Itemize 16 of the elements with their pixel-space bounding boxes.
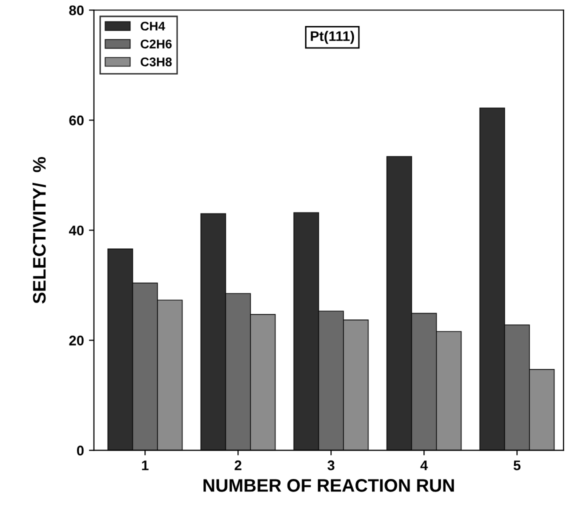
y-tick-label: 20 — [69, 336, 84, 346]
x-tick-label: 4 — [420, 460, 428, 470]
y-tick-label: 60 — [69, 116, 84, 126]
y-tick-label: 40 — [68, 226, 84, 236]
y-tick-label: 0 — [77, 446, 84, 456]
legend-label: CH4 — [140, 22, 166, 31]
x-tick-label: 5 — [514, 460, 520, 470]
legend-label: C2H6 — [140, 40, 172, 48]
y-tick-label: 80 — [69, 5, 84, 16]
x-tick-label: 2 — [234, 460, 242, 470]
annotation: Pt(111) — [310, 30, 354, 44]
x-axis-title: NUMBER OF REACTION RUN — [204, 479, 454, 492]
x-tick-label: 1 — [142, 460, 149, 470]
y-axis-title: SELECTIVITY/ % — [32, 156, 46, 304]
legend-label: C3H8 — [140, 58, 172, 66]
x-tick-label: 3 — [328, 460, 334, 470]
